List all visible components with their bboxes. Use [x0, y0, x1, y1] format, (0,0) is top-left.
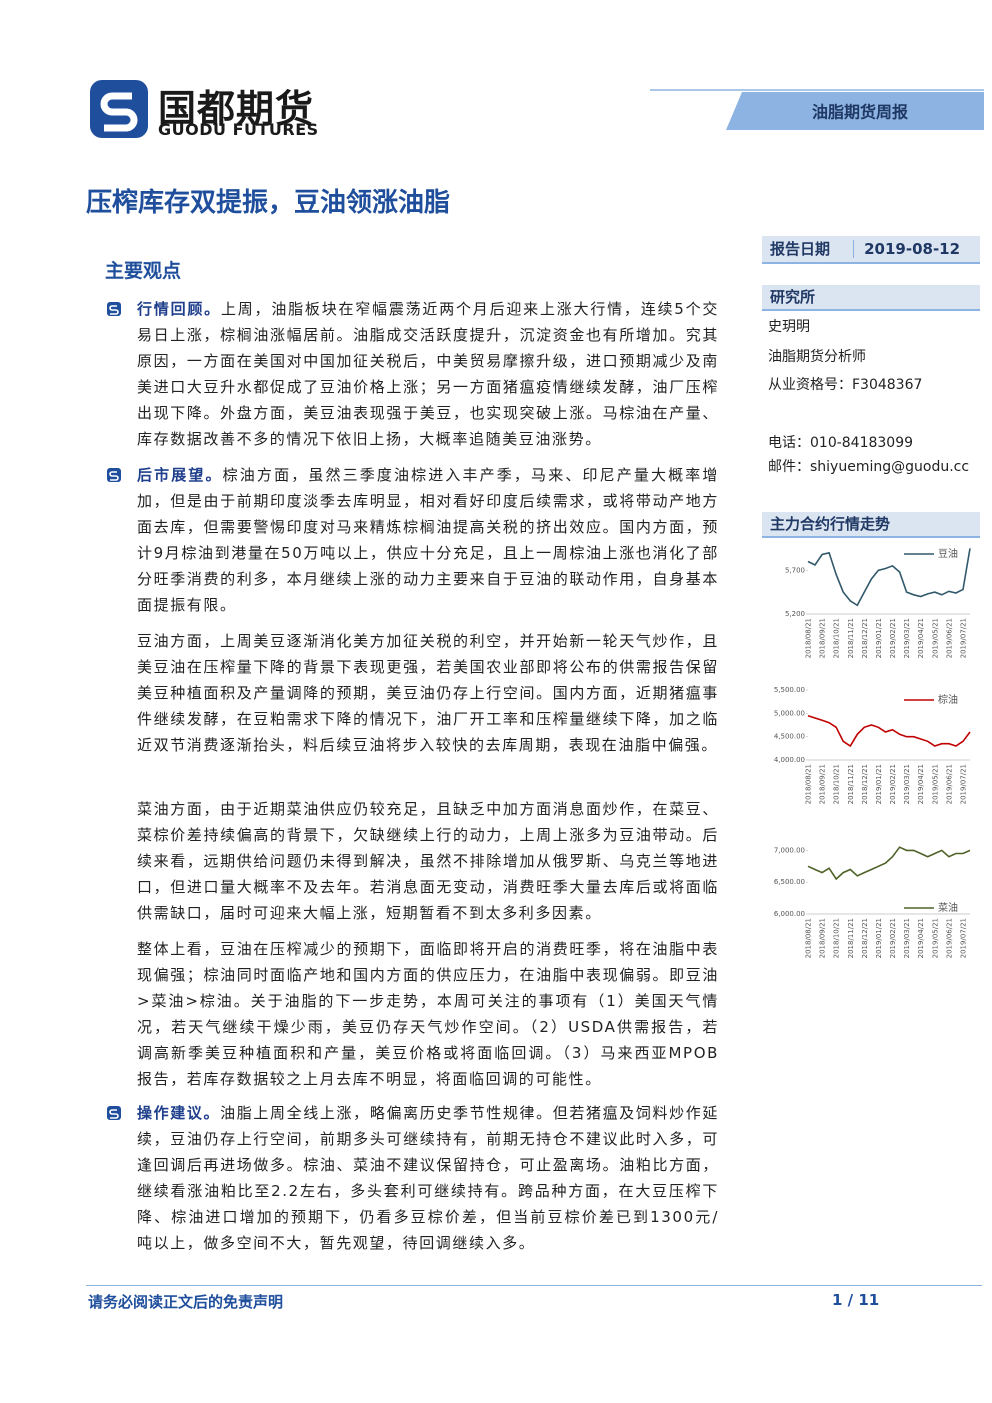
x-tick-label: 2019/06/21 [945, 764, 953, 804]
x-tick-label: 2019/07/21 [959, 918, 967, 958]
logo-subtext: GUODU FUTURES [158, 120, 319, 139]
y-tick-label: 5,200 [785, 610, 805, 618]
series-line [807, 548, 971, 607]
x-tick-label: 2018/10/21 [833, 918, 841, 958]
paragraph: 菜油方面，由于近期菜油供应仍较充足，且缺乏中加方面消息面炒作，在菜豆、菜棕价差持… [137, 796, 719, 926]
bullet-curve [109, 1109, 119, 1119]
paragraph-text: 上周，油脂板块在窄幅震荡近两个月后迎来上涨大行情，连续5个交易日上涨，棕榈油涨幅… [137, 300, 719, 448]
bullet-curve [109, 305, 119, 315]
y-tick-label: 7,000.00 [774, 846, 805, 854]
x-tick-label: 2019/07/21 [959, 764, 967, 804]
dept: 研究所 [770, 288, 816, 306]
date-bar: 报告日期 2019-08-12 [762, 236, 980, 264]
charts-title: 主力合约行情走势 [770, 515, 891, 533]
chart: 6,000.00 6,500.00 7,000.00 2018/08/21 2018/0… [774, 846, 971, 958]
page-number: 1 / 11 [832, 1291, 880, 1309]
paragraph-lead: 行情回顾。 [137, 300, 221, 318]
x-tick-label: 2019/07/21 [959, 618, 967, 658]
x-tick-label: 2019/03/21 [903, 764, 911, 804]
paragraph-text: 油脂上周全线上涨，略偏离历史季节性规律。但若猪瘟及饲料炒作延续，豆油仍存上行空间… [137, 1104, 719, 1252]
x-tick-label: 2018/08/21 [805, 764, 813, 804]
series-line [807, 846, 971, 881]
bullet-icon [107, 1106, 121, 1120]
x-tick-label: 2018/12/21 [861, 618, 869, 658]
analyst: 史玥明 [768, 319, 810, 335]
disclaimer: 请务必阅读正文后的免责声明 [88, 1293, 284, 1311]
legend-label: 豆油 [938, 547, 958, 560]
charts-bar: 主力合约行情走势 [762, 512, 980, 538]
license: 从业资格号：F3048367 [768, 377, 923, 393]
y-tick-label: 5,000.00 [774, 709, 805, 717]
legend-label: 棕油 [938, 693, 958, 706]
x-tick-label: 2018/09/21 [819, 618, 827, 658]
x-tick-label: 2019/03/21 [903, 918, 911, 958]
report-tag: 油脂期货周报 [650, 89, 984, 130]
y-tick-label: 6,500.00 [774, 878, 805, 886]
x-tick-label: 2019/02/21 [889, 918, 897, 958]
paragraph-lead: 后市展望。 [137, 466, 223, 484]
x-tick-label: 2018/11/21 [847, 618, 855, 658]
section-title: 主要观点 [105, 260, 182, 282]
paragraph: 行情回顾。上周，油脂板块在窄幅震荡近两个月后迎来上涨大行情，连续5个交易日上涨，… [137, 296, 719, 452]
x-tick-label: 2018/11/21 [847, 918, 855, 958]
legend-label: 菜油 [938, 901, 958, 914]
x-tick-label: 2019/03/21 [903, 618, 911, 658]
x-tick-label: 2018/09/21 [819, 918, 827, 958]
paragraph: 豆油方面，上周美豆逐渐消化美方加征关税的利空，并开始新一轮天气炒作，且美豆油在压… [137, 628, 719, 758]
logo-text: 国都期货 [158, 87, 315, 131]
x-tick-label: 2019/06/21 [945, 618, 953, 658]
y-tick-label: 4,000.00 [774, 756, 805, 764]
x-tick-label: 2019/04/21 [917, 618, 925, 658]
x-tick-label: 2019/06/21 [945, 918, 953, 958]
role: 油脂期货分析师 [768, 349, 866, 365]
x-tick-label: 2019/01/21 [875, 918, 883, 958]
series-line [807, 714, 971, 748]
y-tick-label: 6,000.00 [774, 910, 805, 918]
paragraph: 整体上看，豆油在压榨减少的预期下，面临即将开启的消费旺季，将在油脂中表现偏强；棕… [137, 936, 719, 1092]
x-tick-label: 2018/09/21 [819, 764, 827, 804]
y-tick-label: 4,500.00 [774, 733, 805, 741]
chart: 4,000.00 4,500.00 5,000.00 5,500.00 2018/08/… [774, 686, 971, 804]
chart: 5,200 5,700 2018/08/21 2018/09/21 2018/10/21… [785, 547, 971, 658]
report-date: 2019-08-12 [853, 240, 961, 258]
report-type: 油脂期货周报 [812, 103, 908, 122]
x-tick-label: 2019/05/21 [931, 764, 939, 804]
bullet-icon [107, 468, 121, 482]
bullet-icon [107, 302, 121, 316]
x-tick-label: 2019/05/21 [931, 918, 939, 958]
x-tick-label: 2018/08/21 [805, 918, 813, 958]
y-tick-label: 5,700 [785, 566, 805, 574]
logo-icon [90, 80, 148, 138]
x-tick-label: 2018/12/21 [861, 918, 869, 958]
y-tick-label: 5,500.00 [774, 686, 805, 694]
bullet-curve [109, 471, 119, 481]
x-tick-label: 2019/05/21 [931, 618, 939, 658]
x-tick-label: 2019/04/21 [917, 918, 925, 958]
paragraph: 后市展望。棕油方面，虽然三季度油棕进入丰产季，马来、印尼产量大概率增加，但是由于… [137, 462, 719, 618]
x-tick-label: 2018/10/21 [833, 618, 841, 658]
paragraph-text: 整体上看，豆油在压榨减少的预期下，面临即将开启的消费旺季，将在油脂中表现偏强；棕… [137, 940, 719, 1088]
x-tick-label: 2019/02/21 [889, 764, 897, 804]
footer-rule [86, 1285, 982, 1286]
x-tick-label: 2018/10/21 [833, 764, 841, 804]
paragraph-lead: 操作建议。 [137, 1104, 221, 1122]
paragraph-text: 豆油方面，上周美豆逐渐消化美方加征关税的利空，并开始新一轮天气炒作，且美豆油在压… [137, 632, 719, 754]
x-tick-label: 2018/08/21 [805, 618, 813, 658]
x-tick-label: 2019/04/21 [917, 764, 925, 804]
date-label: 报告日期 [770, 240, 831, 258]
x-tick-label: 2019/01/21 [875, 618, 883, 658]
paragraph-text: 菜油方面，由于近期菜油供应仍较充足，且缺乏中加方面消息面炒作，在菜豆、菜棕价差持… [137, 800, 719, 922]
x-tick-label: 2019/02/21 [889, 618, 897, 658]
paragraph-text: 棕油方面，虽然三季度油棕进入丰产季，马来、印尼产量大概率增加，但是由于前期印度淡… [137, 466, 719, 614]
email: 邮件：shiyueming@guodu.cc [768, 459, 970, 475]
x-tick-label: 2018/12/21 [861, 764, 869, 804]
x-tick-label: 2018/11/21 [847, 764, 855, 804]
report-title: 压榨库存双提振，豆油领涨油脂 [86, 188, 451, 218]
dept-bar: 研究所 [762, 285, 980, 311]
phone: 电话：010-84183099 [768, 435, 914, 451]
x-tick-label: 2019/01/21 [875, 764, 883, 804]
paragraph: 操作建议。油脂上周全线上涨，略偏离历史季节性规律。但若猪瘟及饲料炒作延续，豆油仍… [137, 1100, 719, 1256]
